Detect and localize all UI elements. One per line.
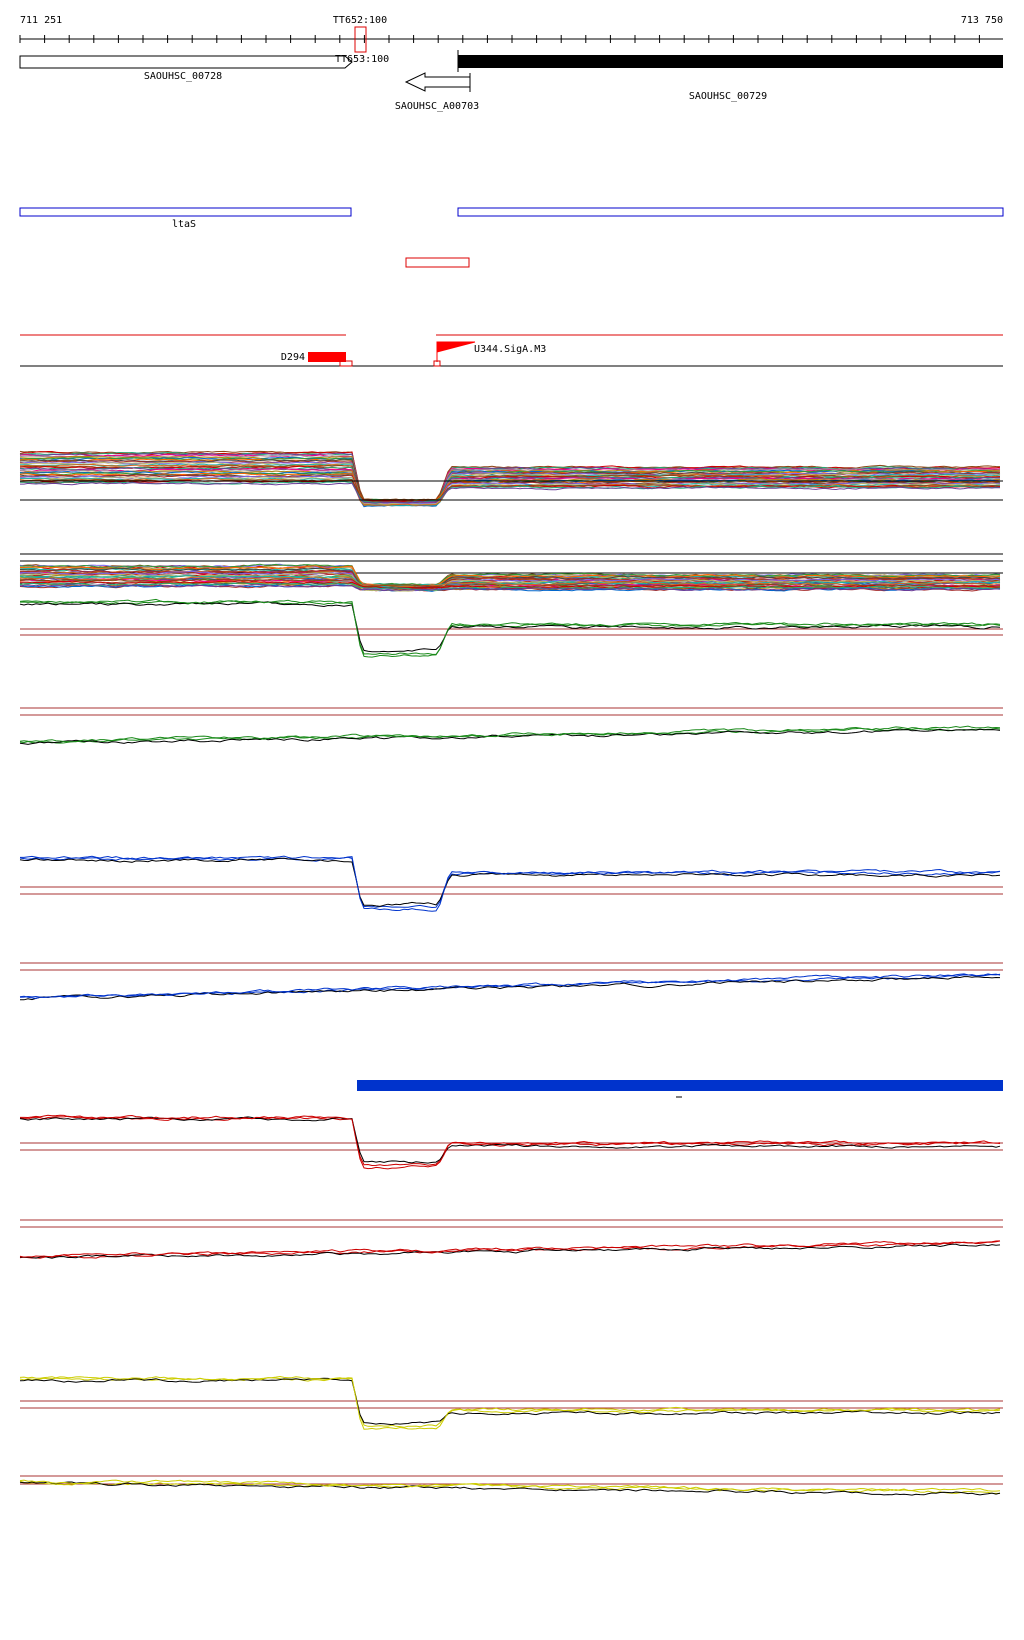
promoter (308, 352, 346, 362)
trace (20, 976, 1001, 1001)
promoter-label: U344.SigA.M3 (474, 344, 546, 355)
trace (19, 1116, 1001, 1164)
trace (19, 973, 1001, 1000)
gene-label: SAOUHSC_00728 (144, 71, 222, 82)
trace (19, 598, 1001, 658)
trace (19, 856, 1001, 909)
trace (19, 567, 1001, 589)
trace (19, 583, 1001, 592)
operon (457, 207, 1004, 217)
trace (19, 480, 1001, 504)
promoter-label: D294 (281, 352, 305, 363)
trace (19, 1240, 1001, 1259)
trace (19, 727, 1001, 744)
trace (19, 725, 1001, 743)
trace (19, 576, 1001, 588)
trace (19, 1375, 1001, 1430)
trace (19, 1480, 1001, 1494)
gene (19, 55, 353, 69)
tracks (19, 450, 1003, 1496)
promoter-site (339, 360, 353, 367)
ruler-ticks (19, 35, 980, 43)
trace (19, 857, 1001, 907)
ruler-end: 713 750 (961, 15, 1003, 26)
trace (19, 563, 1001, 588)
region (405, 257, 470, 268)
gene (404, 72, 471, 92)
trace (19, 1240, 1001, 1258)
trace (19, 601, 1001, 653)
trace (19, 570, 1001, 592)
trace (19, 461, 1001, 506)
promoter (436, 341, 476, 362)
promoter-site (433, 360, 441, 367)
terminator (354, 26, 367, 53)
ruler-start: 711 251 (20, 15, 62, 26)
segment-bar (357, 1080, 1003, 1091)
trace (19, 582, 1001, 591)
trace (19, 1377, 1001, 1428)
trace (19, 466, 1000, 503)
trace (20, 1114, 1001, 1170)
terminator-label: TT653:100 (335, 54, 389, 65)
trace (19, 1243, 1001, 1259)
operon (19, 207, 352, 217)
trace (20, 855, 1001, 912)
operon-label: ltaS (172, 219, 196, 230)
trace (19, 457, 1001, 502)
trace (19, 478, 1001, 506)
trace (19, 1115, 1001, 1167)
gene-label: SAOUHSC_A00703 (395, 101, 479, 112)
gene (458, 55, 1003, 68)
trace (19, 1481, 1001, 1496)
trace (19, 475, 1001, 505)
gene-label: SAOUHSC_00729 (689, 91, 767, 102)
trace (20, 465, 1001, 503)
trace (19, 1479, 1001, 1492)
terminator-label: TT652:100 (333, 15, 387, 26)
trace (19, 728, 1001, 745)
trace (19, 1377, 1000, 1426)
trace (19, 565, 1001, 587)
trace (20, 482, 1001, 504)
trace (19, 580, 1001, 590)
